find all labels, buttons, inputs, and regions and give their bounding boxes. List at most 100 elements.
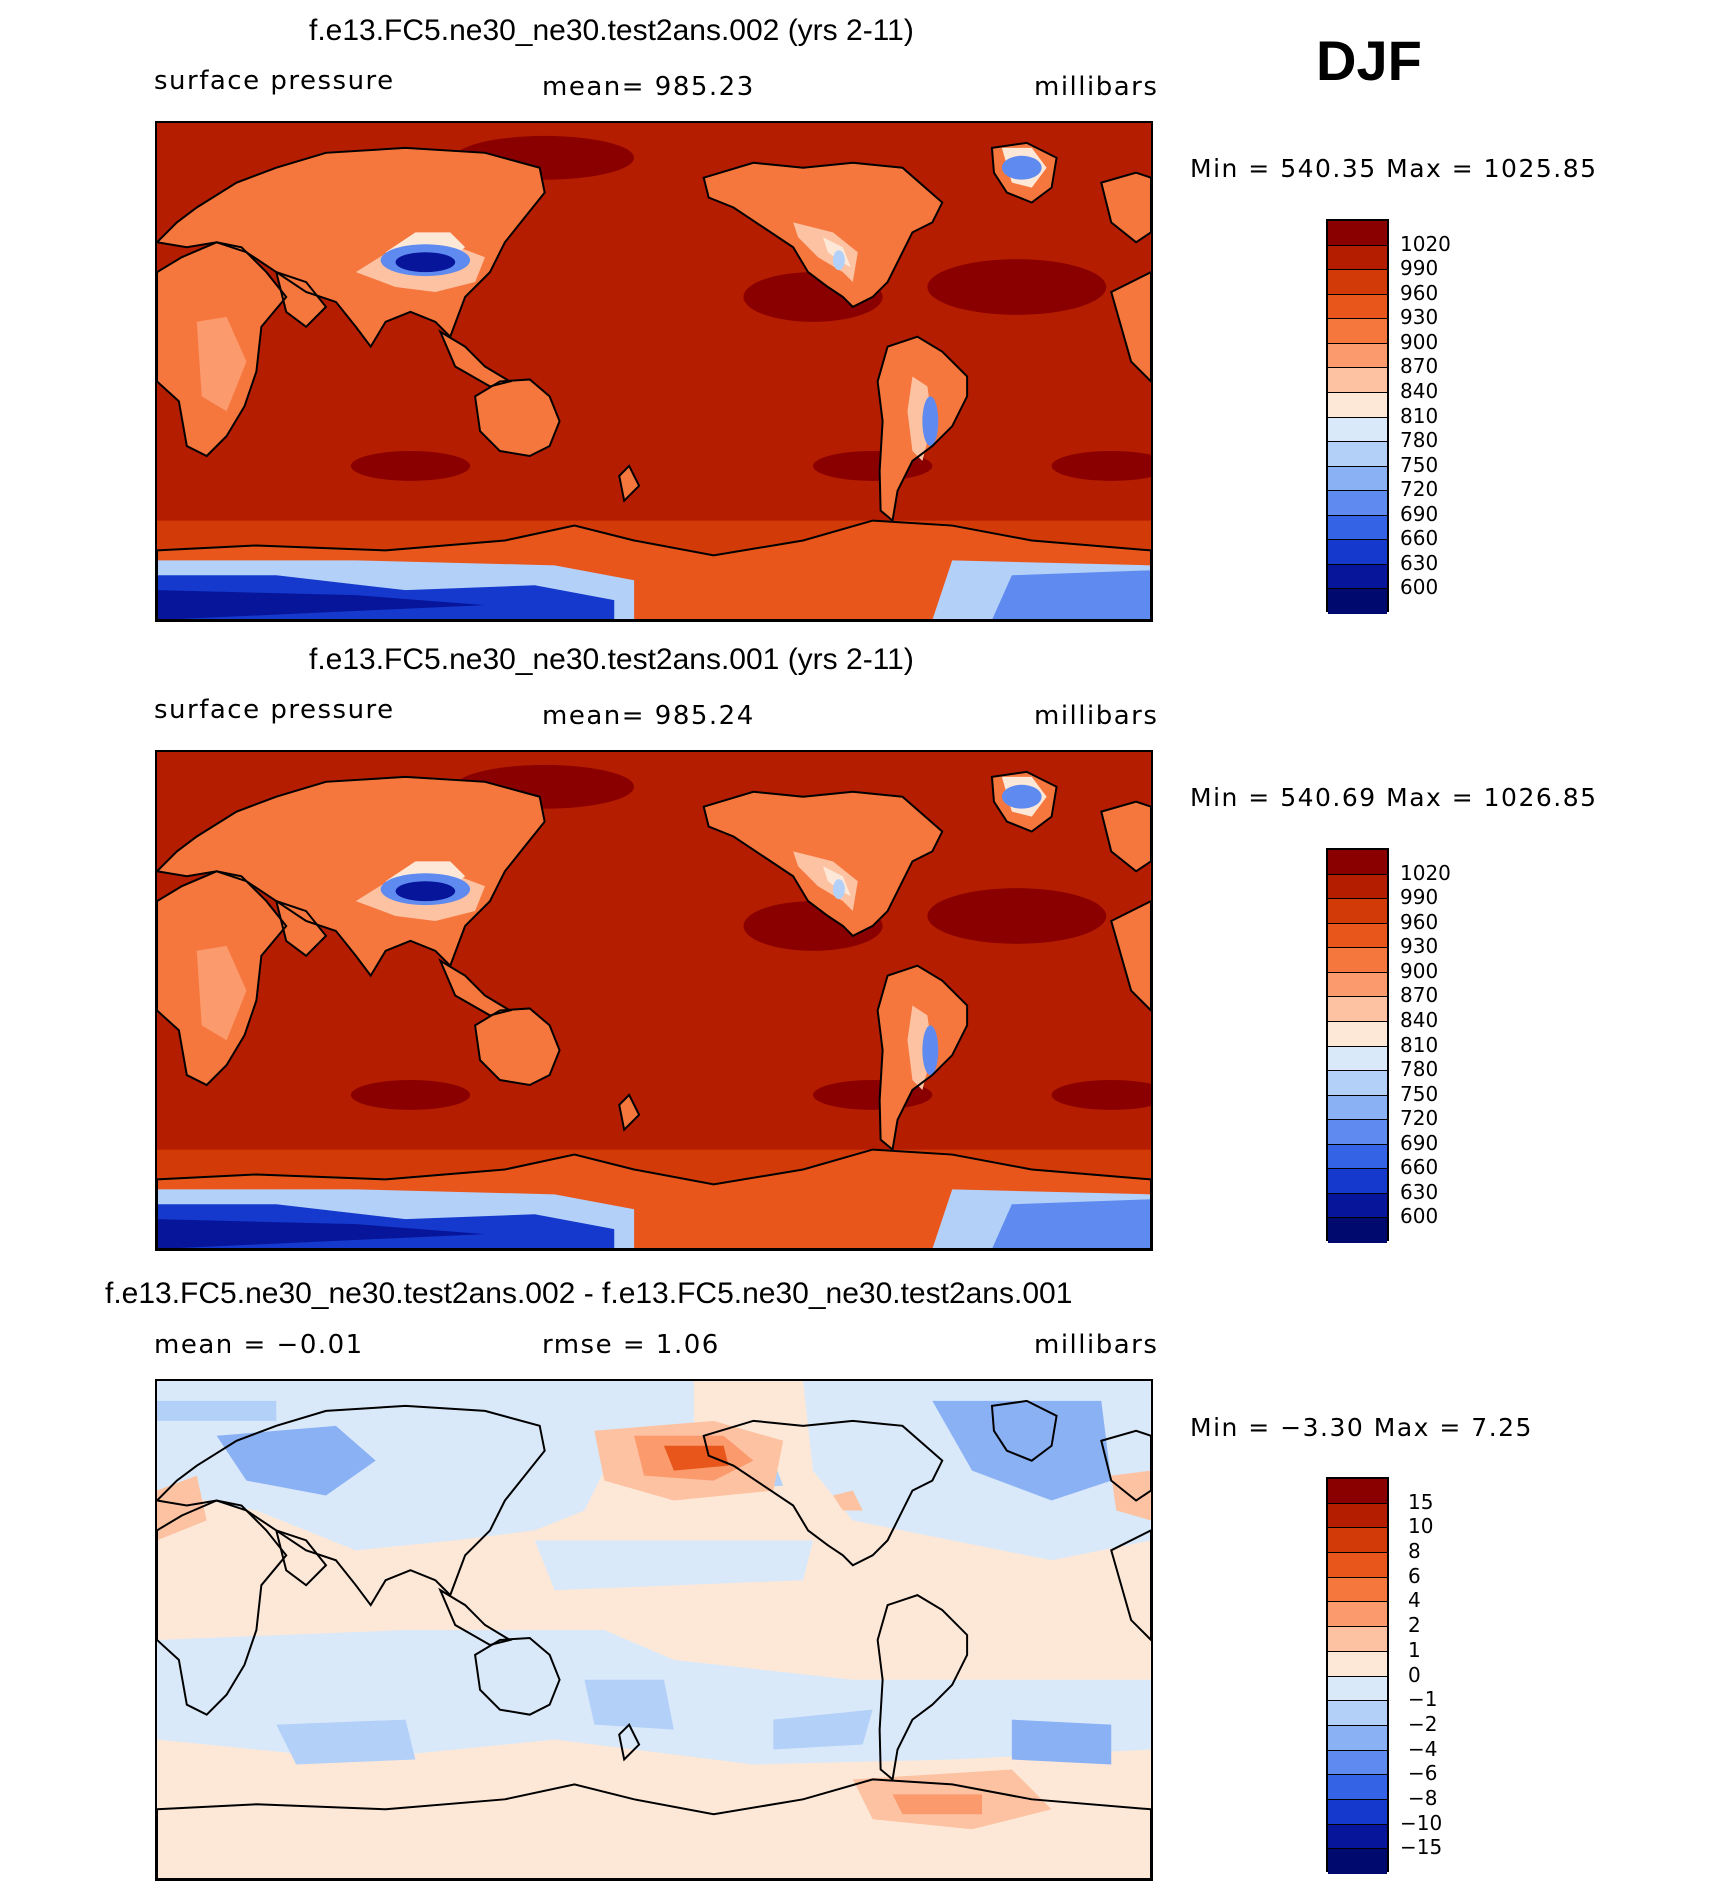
colorbar-tick-label: 720 [1400,1106,1439,1131]
coastline-southAmerica [876,1594,969,1782]
landmass-seasia [440,960,510,1016]
colorbar-swatch [1328,270,1387,295]
antarctica-blue-deep [157,590,486,620]
colorbar-swatch [1328,1528,1387,1554]
map-svg [157,752,1151,1249]
colorbar-tick-label: 930 [1400,305,1439,330]
colorbar-tick-label: −6 [1408,1761,1438,1786]
colorbar-swatch [1328,1651,1387,1677]
neg-greenland [932,1400,1112,1501]
colorbar-swatch [1328,417,1387,443]
landmass-nz [619,1094,640,1130]
colorbar-tick-label: 600 [1400,575,1439,600]
colorbar-tick-label: 780 [1400,1057,1439,1082]
neg-south-atlantic [1011,1719,1112,1765]
landmass-nz [619,465,640,501]
coastline-southAmerica [876,335,969,523]
colorbar-tick-label: 900 [1400,329,1439,354]
colorbar-swatch [1328,221,1387,246]
colorbar-swatch [1328,1627,1387,1652]
colorbar-swatch [1328,1824,1387,1850]
colorbar-tick-label: 660 [1400,1155,1439,1180]
coastline-arabia [274,899,328,958]
africa-highlands [196,945,247,1041]
high-pressure-cell [927,259,1107,315]
colorbar-tick-label: 8 [1408,1539,1421,1564]
colorbar-swatch [1328,1144,1387,1170]
landmass-europeE [1101,172,1151,243]
coastline-northAmerica [702,1419,944,1567]
landmass-eurasia [157,776,545,976]
colorbar-tick-label: 810 [1400,403,1439,428]
neg-tasman [584,1679,674,1730]
colorbar-tick-label: 1 [1408,1637,1421,1662]
andes-blue [922,1025,939,1076]
colorbar-tick-label: 870 [1400,983,1439,1008]
coastline-greenland [990,770,1058,833]
landmass-africaE [1111,901,1151,1011]
colorbar-tick-label: 4 [1408,1588,1421,1613]
panel-3-colorbar [1326,1477,1389,1874]
panel-2-colorbar [1326,848,1389,1243]
colorbar-swatch [1328,442,1387,467]
colorbar-swatch [1328,899,1387,924]
colorbar-tick-label: 930 [1400,934,1439,959]
colorbar-swatch [1328,1602,1387,1628]
colorbar-tick-label: −2 [1408,1711,1438,1736]
antarctica-west-blue [991,1199,1151,1249]
colorbar-swatch [1328,245,1387,271]
coastline-southAmerica [876,964,969,1152]
coastline-europeE [1100,171,1151,244]
panel-3-units-label: millibars [1034,1330,1159,1360]
ross-sea-red [634,550,933,591]
colorbar-swatch [1328,1046,1387,1072]
panel-1-title: f.e13.FC5.ne30_ne30.test2ans.002 (yrs 2-… [309,14,914,47]
colorbar-tick-label: 720 [1400,477,1439,502]
coastline-australia [474,1636,561,1716]
colorbar-tick-label: 630 [1400,550,1439,575]
colorbar-tick-label: 6 [1408,1563,1421,1588]
colorbar-swatch [1328,997,1387,1022]
colorbar-tick-label: 990 [1400,256,1439,281]
panel-3-map [155,1379,1153,1881]
antarctica-blue-deep [157,1219,486,1249]
high-pressure-cell [1051,1080,1151,1110]
pos-north-america-small [832,1490,863,1511]
coastline-eurasia [157,1404,546,1607]
coastline-greenland [990,141,1058,204]
colorbar-tick-label: −1 [1408,1687,1438,1712]
high-pressure-cell [1051,451,1151,481]
coastline-eurasia [157,146,546,349]
coastline-africaE [1110,899,1151,1012]
coastline-eurasia [157,775,546,978]
colorbar-swatch [1328,1750,1387,1776]
panel-1-variable-label: surface pressure [154,66,395,96]
rockies-blue [832,250,845,271]
panel-2-minmax: Min = 540.69 Max = 1026.85 [1190,783,1598,812]
andes-blue [922,396,939,447]
season-label: DJF [1316,29,1422,92]
neg-south-indian [276,1719,416,1765]
high-pressure-cell [350,1080,471,1110]
coastline-europeE [1100,1429,1151,1502]
colorbar-tick-label: 630 [1400,1179,1439,1204]
colorbar-swatch [1328,319,1387,344]
colorbar-swatch [1328,1095,1387,1121]
colorbar-swatch [1328,1218,1387,1243]
ross-sea-red [634,1179,933,1220]
panel-1-colorbar [1326,219,1389,614]
panel-3-mean-label: mean = −0.01 [154,1330,364,1360]
colorbar-tick-label: 810 [1400,1032,1439,1057]
colorbar-tick-label: 15 [1408,1489,1434,1514]
coastline-arabia [274,270,328,329]
colorbar-swatch [1328,1701,1387,1726]
tibet-blue-core [395,252,456,273]
colorbar-tick-label: 10 [1408,1514,1434,1539]
neg-pacific-band [534,1540,814,1591]
panel-1-units-label: millibars [1034,72,1159,102]
neg-siberia [216,1425,376,1496]
high-pressure-cell [927,888,1107,944]
colorbar-tick-label: 600 [1400,1204,1439,1229]
colorbar-tick-label: 690 [1400,501,1439,526]
colorbar-tick-label: 1020 [1400,860,1451,885]
